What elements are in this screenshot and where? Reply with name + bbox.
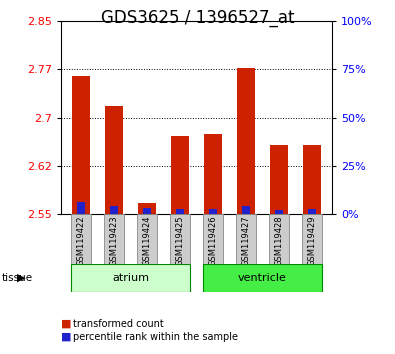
Text: tissue: tissue — [2, 273, 33, 283]
Bar — [71, 214, 91, 264]
Bar — [269, 214, 289, 264]
Bar — [110, 206, 118, 214]
Text: GSM119429: GSM119429 — [307, 216, 316, 266]
Bar — [143, 209, 150, 214]
Text: ▶: ▶ — [17, 273, 25, 283]
Bar — [72, 76, 90, 214]
Bar — [209, 209, 216, 214]
Bar — [204, 134, 222, 214]
Bar — [77, 202, 85, 214]
Bar — [137, 214, 157, 264]
Bar — [203, 214, 223, 264]
Text: GSM119424: GSM119424 — [143, 216, 152, 266]
Bar — [302, 214, 322, 264]
Text: percentile rank within the sample: percentile rank within the sample — [73, 332, 238, 342]
Bar — [237, 68, 255, 214]
Text: ventricle: ventricle — [238, 273, 287, 283]
Bar — [308, 209, 316, 214]
Bar — [177, 209, 184, 214]
Bar — [243, 206, 250, 214]
Text: transformed count: transformed count — [73, 319, 164, 329]
Text: GSM119422: GSM119422 — [77, 216, 86, 266]
Bar — [203, 264, 322, 292]
Bar — [71, 264, 190, 292]
Bar — [138, 202, 156, 214]
Text: GDS3625 / 1396527_at: GDS3625 / 1396527_at — [101, 9, 294, 27]
Text: GSM119428: GSM119428 — [275, 216, 284, 266]
Bar — [105, 106, 123, 214]
Text: GSM119427: GSM119427 — [241, 216, 250, 266]
Bar — [104, 214, 124, 264]
Bar — [171, 136, 189, 214]
Bar — [303, 145, 321, 214]
Bar — [275, 210, 283, 214]
Bar — [270, 145, 288, 214]
Text: GSM119426: GSM119426 — [209, 216, 218, 266]
Text: ■: ■ — [61, 332, 72, 342]
Text: atrium: atrium — [112, 273, 149, 283]
Text: ■: ■ — [61, 319, 72, 329]
Bar — [236, 214, 256, 264]
Bar — [170, 214, 190, 264]
Text: GSM119423: GSM119423 — [109, 216, 118, 266]
Text: GSM119425: GSM119425 — [175, 216, 184, 266]
